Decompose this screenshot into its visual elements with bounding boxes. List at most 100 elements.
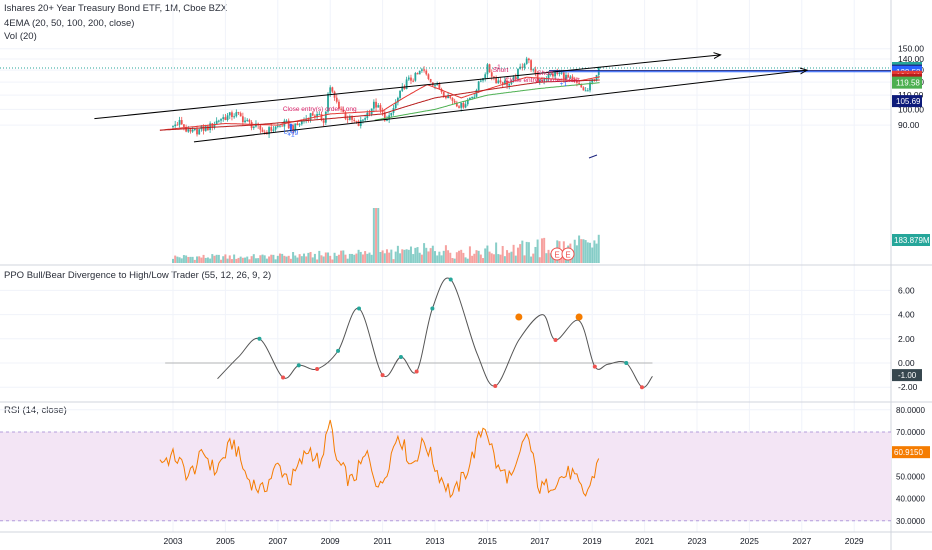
candle-body: [407, 77, 410, 80]
volume-bar: [597, 234, 600, 263]
volume-bar: [484, 248, 487, 263]
volume-bar: [185, 255, 188, 263]
volume-bar: [270, 254, 273, 263]
volume-bar: [545, 253, 548, 263]
volume-bar: [303, 253, 305, 263]
candle-body: [176, 124, 179, 126]
drawing-segment: [588, 154, 598, 159]
time-tick-label: 2007: [268, 536, 287, 546]
rsi-tick-label: 40.0000: [896, 495, 925, 504]
volume-bar: [265, 258, 268, 263]
candle-body: [490, 72, 493, 77]
price-label-tag: [892, 76, 922, 89]
time-tick-label: 2009: [321, 536, 340, 546]
candle-body: [261, 129, 264, 132]
volume-bar: [252, 254, 255, 263]
candle-body: [268, 127, 270, 135]
volume-bar: [593, 240, 596, 263]
volume-bar: [473, 253, 476, 263]
volume-bar: [394, 251, 397, 263]
candle-body: [401, 86, 404, 91]
volume-bar: [464, 257, 467, 263]
candle-body: [383, 112, 386, 121]
volume-bar: [523, 255, 526, 263]
rsi-value-label: 60.9150: [894, 448, 923, 457]
ppo-axis: -2.00 0.00 2.00 4.00 6.00 -1.00: [892, 285, 922, 392]
volume-bar: [348, 253, 351, 263]
volume-bar: [337, 254, 340, 263]
candle-body: [178, 120, 181, 125]
volume-bar: [409, 246, 412, 263]
volume-bar: [495, 242, 498, 263]
candle-body: [469, 97, 471, 100]
candle-body: [213, 124, 216, 128]
volume-bar: [202, 254, 205, 263]
volume-bar: [353, 254, 356, 263]
volume-bar: [366, 253, 369, 263]
candle-body: [530, 60, 532, 71]
candle-body: [477, 81, 480, 90]
volume-bar: [292, 252, 295, 263]
volume-bar: [571, 255, 574, 263]
candle-body: [180, 120, 183, 125]
candle-body: [447, 96, 449, 99]
time-tick-label: 2011: [373, 536, 392, 546]
volume-bar: [217, 254, 220, 263]
time-tick-label: 2013: [426, 536, 445, 546]
volume-bar: [385, 249, 388, 263]
candle-body: [453, 100, 456, 103]
volume-bar: [532, 253, 535, 263]
volume-bar: [451, 258, 454, 263]
candle-body: [351, 116, 353, 120]
candle-body: [499, 80, 502, 83]
candle-body: [455, 102, 458, 107]
volume-bar: [595, 243, 598, 263]
volume-bar: [403, 249, 406, 263]
volume-bar: [527, 242, 530, 263]
strategy-annotation: Close entry(s) order Short: [505, 77, 580, 84]
candle-body: [233, 116, 236, 118]
volume-bar: [425, 247, 428, 263]
candle-body: [187, 129, 190, 132]
volume-indicator-label: Vol (20): [4, 31, 37, 42]
channel-upper-line: [94, 55, 720, 120]
volume-bar: [392, 259, 395, 263]
candle-body: [543, 79, 546, 81]
candle-body: [427, 74, 430, 79]
volume-bar: [296, 257, 299, 263]
candle-body: [510, 80, 513, 84]
candle-body: [287, 120, 290, 129]
ppo-divergence-marker: [380, 373, 385, 378]
candle-body: [508, 83, 511, 86]
candle-body: [270, 127, 273, 131]
price-tick-label: 140.00: [898, 54, 924, 64]
volume-bar: [584, 240, 587, 263]
ppo-tick-label: 4.00: [898, 310, 915, 320]
candle-body: [220, 119, 222, 121]
candle-body: [418, 70, 421, 75]
volume-bar: [573, 239, 576, 263]
candle-body: [405, 79, 408, 90]
volume-bar: [449, 252, 452, 263]
volume-bar: [209, 258, 212, 263]
volume-bar: [174, 255, 177, 263]
candle-body: [475, 89, 478, 97]
volume-bar: [172, 258, 174, 263]
candle-body: [493, 76, 495, 78]
ppo-divergence-marker: [281, 375, 286, 380]
volume-bar: [580, 239, 583, 263]
volume-bar: [497, 254, 500, 263]
volume-bar: [514, 255, 517, 263]
volume-bar: [189, 256, 192, 263]
candle-body: [298, 124, 301, 126]
volume-bar: [453, 258, 456, 263]
volume-bar: [298, 254, 301, 263]
candle-body: [348, 116, 351, 120]
candle-body: [565, 74, 567, 80]
candle-body: [541, 79, 543, 81]
volume-bar: [396, 245, 399, 263]
candle-body: [279, 125, 281, 127]
ppo-divergence-marker: [493, 383, 498, 388]
volume-bar: [444, 245, 447, 263]
